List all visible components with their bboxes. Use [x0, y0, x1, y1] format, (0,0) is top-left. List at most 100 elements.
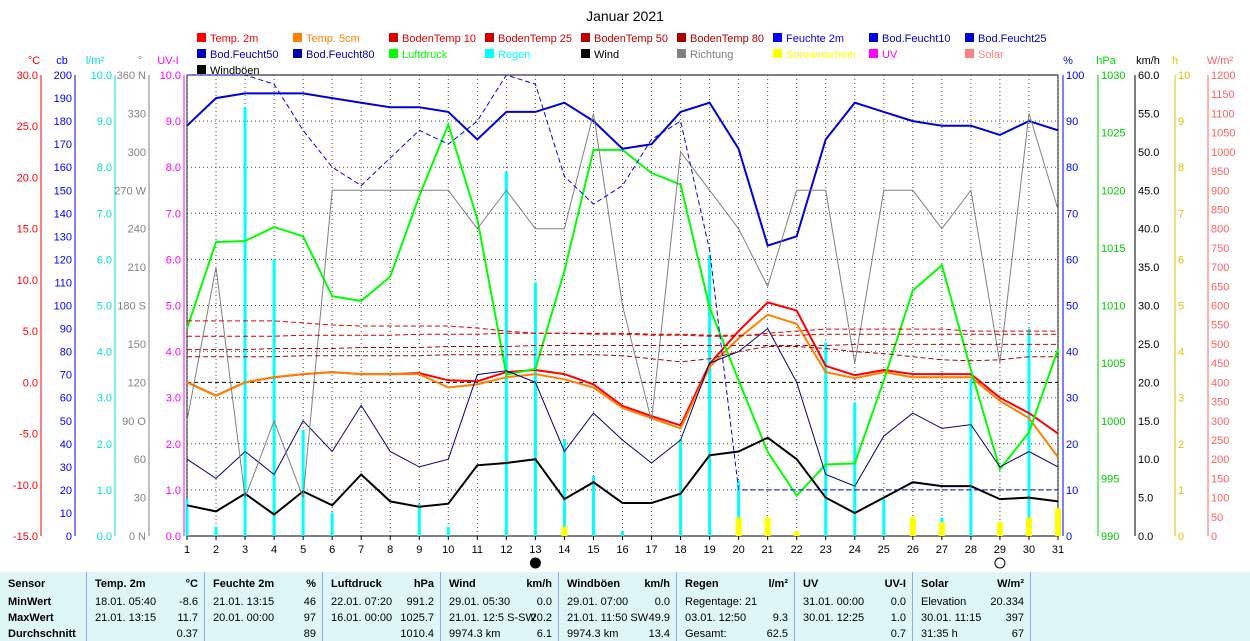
dir-tick: 240 [128, 224, 146, 236]
axis-unit-label: W/m² [1207, 55, 1234, 67]
cb-tick: 40 [60, 439, 72, 451]
stats-cell-value: 1010.4 [400, 628, 434, 640]
stats-cell-value: 46 [303, 596, 316, 608]
stats-cell-value: 0.7 [890, 628, 906, 640]
stats-col-rain: Regen l/m² Regentage: 21 03.01. 12:50 9.3 Ges… [677, 572, 795, 641]
new-moon-icon [529, 557, 541, 569]
stats-cell-value: 67 [1011, 628, 1024, 640]
cb-tick: 190 [54, 93, 72, 105]
legend-swatch [197, 65, 206, 74]
rain-bar [562, 439, 566, 536]
cb-tick: 200 [54, 70, 72, 82]
x-tick-label: 4 [271, 544, 277, 556]
x-axis: 1 2 3 4 5 6 7 8 9 10 11 12 13 14 15 16 17 18 19 20 21 22 23 24 2… [184, 536, 1064, 569]
legend-label: Bod.Feucht10 [882, 33, 951, 45]
series-line-richtung [186, 113, 1059, 498]
axis-unit-label: % [1063, 55, 1073, 67]
x-tick-label: 10 [442, 544, 454, 556]
legend-label: Feuchte 2m [786, 33, 844, 45]
stats-cell-label: 30.01. 11:15 [921, 612, 982, 624]
sun-tick: 0 [1178, 531, 1184, 543]
uv-tick: 7.0 [166, 208, 181, 220]
solar-tick: 100 [1211, 493, 1229, 505]
stats-unit-uv: UV-I [884, 578, 906, 590]
legend-swatch [869, 49, 878, 58]
kmh-tick: 25.0 [1138, 339, 1159, 351]
solar-tick: 500 [1211, 339, 1229, 351]
rain-bar [533, 282, 537, 536]
legend-swatch [677, 49, 686, 58]
stats-cell-label: 16.01. 00:00 [331, 612, 393, 624]
hpa-tick: 1015 [1101, 243, 1125, 255]
cb-tick: 140 [54, 208, 72, 220]
solar-tick: 50 [1211, 512, 1223, 524]
x-tick-label: 9 [416, 544, 422, 556]
legend-swatch [389, 33, 398, 42]
legend-swatch [389, 49, 398, 58]
stats-header-rain: Regen [685, 578, 719, 590]
row-label-max: MaxWert [8, 612, 54, 624]
stats-unit-solar: W/m² [997, 578, 1024, 590]
rain-bar [446, 526, 450, 536]
x-tick-label: 24 [849, 544, 861, 556]
stats-cell-value: 1.0 [890, 612, 906, 624]
kmh-tick: 0.0 [1138, 531, 1153, 543]
axis-unit-label: h [1172, 55, 1178, 67]
rain-bar [214, 526, 218, 536]
rain-tick: 6.0 [97, 254, 112, 266]
x-tick-label: 31 [1052, 544, 1064, 556]
solar-tick: 250 [1211, 435, 1229, 447]
series-line-bodentemp-10 [187, 320, 1058, 337]
sun-tick: 8 [1178, 162, 1184, 174]
stats-cell-value: 991.2 [406, 596, 434, 608]
dir-tick: 150 [128, 339, 146, 351]
sunshine-bar [1055, 508, 1061, 536]
kmh-tick: 10.0 [1138, 454, 1159, 466]
kmh-tick: 55.0 [1138, 108, 1159, 120]
rain-tick: 5.0 [97, 301, 112, 313]
row-label-min: MinWert [8, 596, 52, 608]
stats-header-temp: Temp. 2m [95, 578, 146, 590]
stats-unit-temp: °C [185, 578, 198, 590]
sun-tick: 9 [1178, 116, 1184, 128]
stats-cell-value: 0.37 [176, 628, 198, 640]
cb-tick: 150 [54, 185, 72, 197]
kmh-tick: 35.0 [1138, 262, 1159, 274]
stats-header-gust: Windböen [567, 578, 621, 590]
stats-cell-value: 20.334 [990, 596, 1024, 608]
legend-label: Temp. 2m [210, 33, 258, 45]
x-tick-label: 28 [965, 544, 977, 556]
hpa-tick: 1020 [1101, 185, 1125, 197]
sun-tick: 1 [1178, 485, 1184, 497]
stats-unit-rain: l/m² [768, 578, 788, 590]
uv-tick: 10.0 [160, 70, 181, 82]
x-tick-label: 14 [558, 544, 570, 556]
uv-tick: 0.0 [166, 531, 181, 543]
rain-tick: 8.0 [97, 162, 112, 174]
kmh-tick: 30.0 [1138, 301, 1159, 313]
series-line-bodentemp-50 [187, 343, 1058, 351]
cb-tick: 100 [54, 301, 72, 313]
kmh-tick: 5.0 [1138, 493, 1153, 505]
x-tick-label: 16 [616, 544, 628, 556]
rain-bar [737, 480, 741, 536]
chart-title: Januar 2021 [586, 8, 664, 24]
stats-cell-label: 31:35 h [921, 628, 958, 640]
legend-label: Richtung [690, 49, 733, 61]
x-tick-label: 25 [878, 544, 890, 556]
legend-swatch [293, 33, 302, 42]
stats-header-wind: Wind [449, 578, 476, 590]
sun-tick: 7 [1178, 208, 1184, 220]
rain-bar [417, 503, 421, 536]
x-tick-label: 1 [184, 544, 190, 556]
solar-tick: 1050 [1211, 128, 1235, 140]
stats-cell-value: 1025.7 [400, 612, 434, 624]
solar-tick: 300 [1211, 416, 1229, 428]
temp-tick: 5.0 [23, 326, 38, 338]
x-tick-label: 7 [358, 544, 364, 556]
cb-tick: 50 [60, 416, 72, 428]
full-moon-icon [994, 557, 1006, 569]
solar-tick: 950 [1211, 166, 1229, 178]
hum-tick: 90 [1066, 116, 1078, 128]
rain-bar [824, 342, 828, 536]
